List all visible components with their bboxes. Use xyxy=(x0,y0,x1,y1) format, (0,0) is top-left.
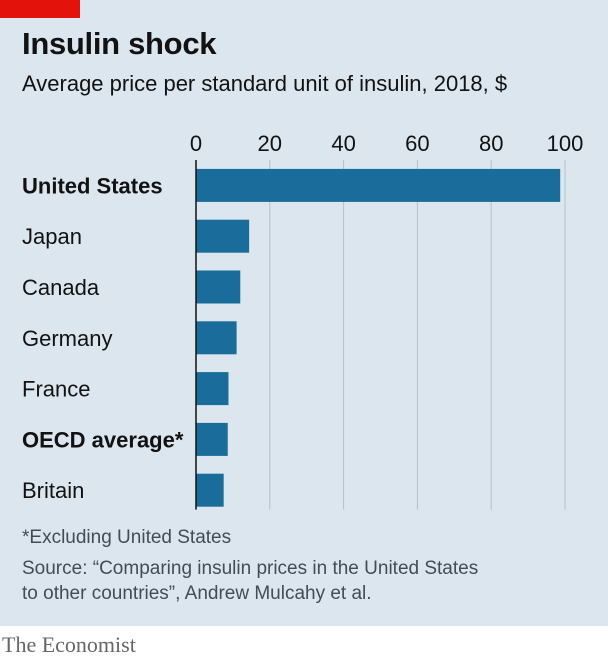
chart-card: Insulin shock Average price per standard… xyxy=(0,0,608,626)
chart-title: Insulin shock xyxy=(22,26,217,61)
red-accent-bar xyxy=(0,0,80,18)
bar xyxy=(196,168,561,202)
category-label: United States xyxy=(22,173,163,198)
bar xyxy=(196,219,250,253)
bar xyxy=(196,473,224,507)
category-label: Britain xyxy=(22,478,84,503)
bar xyxy=(196,422,228,456)
x-tick-label: 60 xyxy=(405,131,429,156)
x-tick-label: 0 xyxy=(190,131,202,156)
chart-subtitle: Average price per standard unit of insul… xyxy=(22,71,508,96)
category-label: OECD average* xyxy=(22,427,184,452)
category-label: Germany xyxy=(22,326,112,351)
category-label: Japan xyxy=(22,224,82,249)
source-line-1: Source: “Comparing insulin prices in the… xyxy=(22,558,479,579)
bar xyxy=(196,372,229,406)
bar xyxy=(196,270,241,304)
x-tick-label: 20 xyxy=(258,131,282,156)
bar-chart: 0 20 40 60 80 100 United States Japan Canada Germ… xyxy=(22,131,584,510)
footnote: *Excluding United States xyxy=(22,527,232,548)
x-tick-label: 40 xyxy=(331,131,355,156)
bar xyxy=(196,321,237,355)
x-tick-label: 80 xyxy=(479,131,503,156)
brand-logo: The Economist xyxy=(2,632,136,657)
source-line-2: to other countries”, Andrew Mulcahy et a… xyxy=(22,583,372,604)
x-tick-label: 100 xyxy=(547,131,584,156)
category-label: Canada xyxy=(22,275,100,300)
category-label: France xyxy=(22,377,90,402)
